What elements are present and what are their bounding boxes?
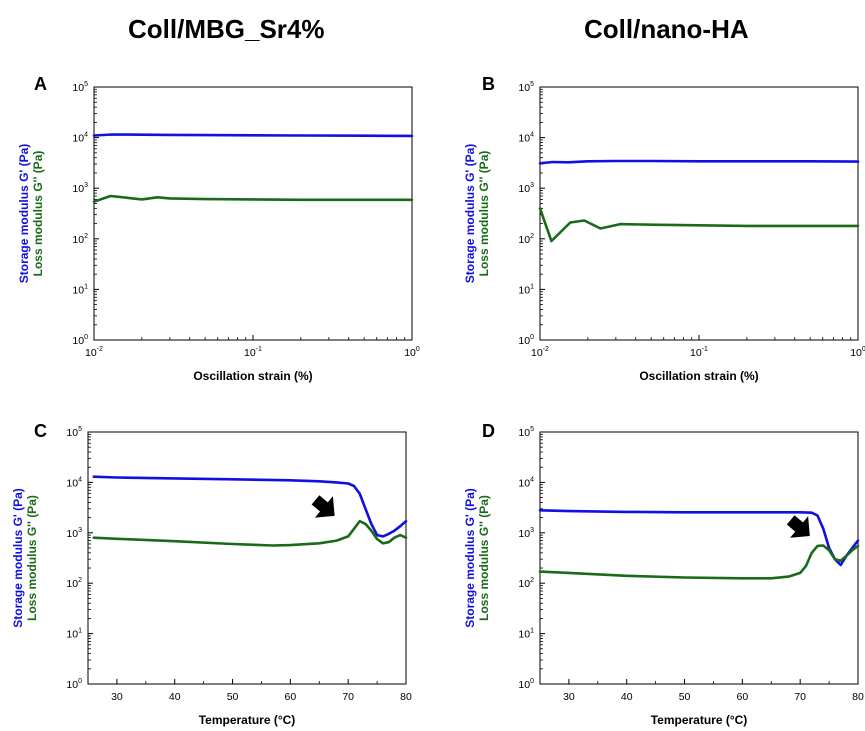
x-tick-label: 50 (227, 691, 239, 703)
y-tick-label: 100 (72, 334, 88, 347)
x-tick-label: 10-2 (85, 346, 103, 359)
annotation-arrow (311, 495, 335, 518)
y-tick-label: 104 (72, 132, 88, 145)
y-tick-label: 105 (518, 81, 534, 94)
plot-frame (87, 431, 407, 685)
y-tick-label: 104 (518, 132, 534, 145)
x-tick-label: 100 (404, 346, 420, 359)
series-line-storage (92, 475, 408, 538)
x-tick-label: 80 (852, 691, 864, 703)
column-title-left: Coll/MBG_Sr4% (128, 14, 325, 44)
x-tick-label: 40 (621, 691, 633, 703)
y-tick-label: 101 (518, 628, 534, 641)
x-axis-label: Temperature (°C) (651, 713, 748, 727)
panel-letter: C (34, 421, 47, 441)
x-tick-label: 30 (563, 691, 575, 703)
chart-panel-d: D 100 101 102 103 104 105 30 40 50 60 70 80 Temperatu… (463, 421, 864, 727)
series-line-storage (92, 133, 414, 138)
x-tick-label: 70 (342, 691, 354, 703)
y-axis-label-storage: Storage modulus G' (Pa) (463, 488, 477, 628)
y-tick-label: 100 (518, 678, 534, 691)
x-tick-label: 10-1 (690, 346, 708, 359)
y-tick-label: 101 (518, 283, 534, 296)
plot-frame (93, 86, 413, 341)
y-axis-label-loss: Loss modulus G'' (Pa) (477, 495, 491, 621)
y-tick-label: 105 (518, 426, 534, 439)
y-tick-label: 102 (66, 577, 82, 590)
y-axis-label-storage: Storage modulus G' (Pa) (11, 488, 25, 628)
y-tick-label: 104 (518, 476, 534, 489)
x-tick-label: 10-1 (244, 346, 262, 359)
y-tick-label: 101 (72, 283, 88, 296)
y-axis-label-loss: Loss modulus G'' (Pa) (25, 495, 39, 621)
y-tick-label: 102 (72, 233, 88, 246)
y-tick-label: 104 (66, 476, 82, 489)
x-tick-label: 60 (285, 691, 297, 703)
y-tick-label: 100 (518, 334, 534, 347)
panel-letter: D (482, 421, 495, 441)
annotation-arrow (786, 515, 810, 538)
y-axis-label-storage: Storage modulus G' (Pa) (463, 144, 477, 284)
x-tick-label: 100 (850, 346, 865, 359)
y-tick-label: 103 (72, 182, 88, 195)
x-tick-label: 70 (794, 691, 806, 703)
panel-letter: A (34, 74, 47, 94)
x-tick-label: 30 (111, 691, 123, 703)
x-axis-label: Temperature (°C) (199, 713, 296, 727)
y-tick-label: 102 (518, 577, 534, 590)
series-line-loss (92, 194, 414, 203)
y-tick-label: 105 (66, 426, 82, 439)
y-tick-label: 105 (72, 81, 88, 94)
y-axis-label-storage: Storage modulus G' (Pa) (17, 144, 31, 284)
chart-panel-a: A 100 101 102 103 104 105 10-2 10-1 100 Oscillatio… (17, 74, 420, 383)
series-line-storage (538, 159, 860, 165)
x-tick-label: 40 (169, 691, 181, 703)
chart-panel-b: B 100 101 102 103 104 105 10-2 10-1 100 Oscillatio… (463, 74, 865, 383)
x-axis-label: Oscillation strain (%) (639, 369, 758, 383)
y-tick-label: 101 (66, 628, 82, 641)
series-line-loss (538, 207, 860, 243)
panel-letter: B (482, 74, 495, 94)
x-tick-label: 80 (400, 691, 412, 703)
y-tick-label: 100 (66, 678, 82, 691)
x-tick-label: 10-2 (531, 346, 549, 359)
y-tick-label: 102 (518, 233, 534, 246)
plot-frame (539, 431, 859, 685)
series-line-loss (538, 544, 860, 580)
x-axis-label: Oscillation strain (%) (193, 369, 312, 383)
plot-frame (539, 86, 859, 341)
x-tick-label: 50 (679, 691, 691, 703)
y-tick-label: 103 (518, 182, 534, 195)
y-axis-label-loss: Loss modulus G'' (Pa) (31, 151, 45, 277)
column-title-right: Coll/nano-HA (584, 14, 749, 44)
y-tick-label: 103 (518, 527, 534, 540)
y-tick-label: 103 (66, 527, 82, 540)
x-tick-label: 60 (737, 691, 749, 703)
y-axis-label-loss: Loss modulus G'' (Pa) (477, 151, 491, 277)
series-line-loss (92, 519, 408, 547)
chart-panel-c: C 100 101 102 103 104 105 30 40 50 60 70 80 Temperatu… (11, 421, 412, 727)
